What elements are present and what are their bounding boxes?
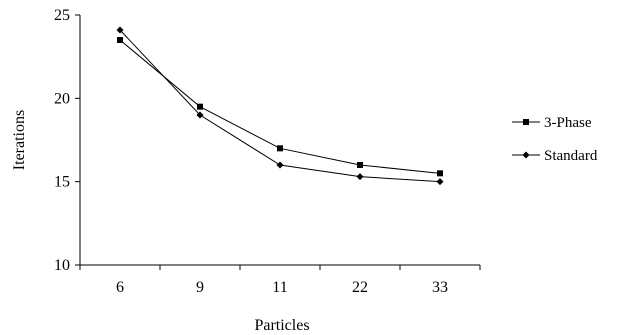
x-tick-label: 33 xyxy=(432,279,448,296)
legend-item: 3-Phase xyxy=(512,115,592,131)
data-point xyxy=(277,145,283,152)
legend-label: 3-Phase xyxy=(544,115,592,131)
y-tick-label: 20 xyxy=(54,90,70,107)
data-point xyxy=(196,111,204,119)
data-point xyxy=(117,37,123,43)
y-tick-label: 25 xyxy=(54,7,70,24)
x-tick-label: 22 xyxy=(352,279,368,296)
series-standard xyxy=(116,26,444,186)
data-point xyxy=(356,173,364,181)
data-point xyxy=(436,178,444,186)
x-tick-label: 11 xyxy=(272,279,287,296)
legend: 3-Phase Standard xyxy=(512,115,598,164)
legend-item: Standard xyxy=(512,148,598,164)
data-point xyxy=(197,103,203,110)
data-point xyxy=(437,170,443,177)
series-3-phase xyxy=(117,37,443,177)
y-tick-label: 10 xyxy=(54,257,70,274)
series-line xyxy=(119,29,441,183)
x-axis-title: Particles xyxy=(254,317,309,334)
legend-label: Standard xyxy=(544,148,598,164)
data-point xyxy=(276,161,284,169)
series-line xyxy=(119,39,441,174)
y-tick-label: 15 xyxy=(54,174,70,191)
x-tick-label: 6 xyxy=(116,279,124,296)
x-tick-label: 9 xyxy=(196,279,204,296)
data-point xyxy=(357,162,363,168)
data-point xyxy=(116,26,124,34)
legend-marker xyxy=(522,151,530,159)
legend-marker xyxy=(523,119,529,125)
y-axis-title: Iterations xyxy=(11,110,28,170)
